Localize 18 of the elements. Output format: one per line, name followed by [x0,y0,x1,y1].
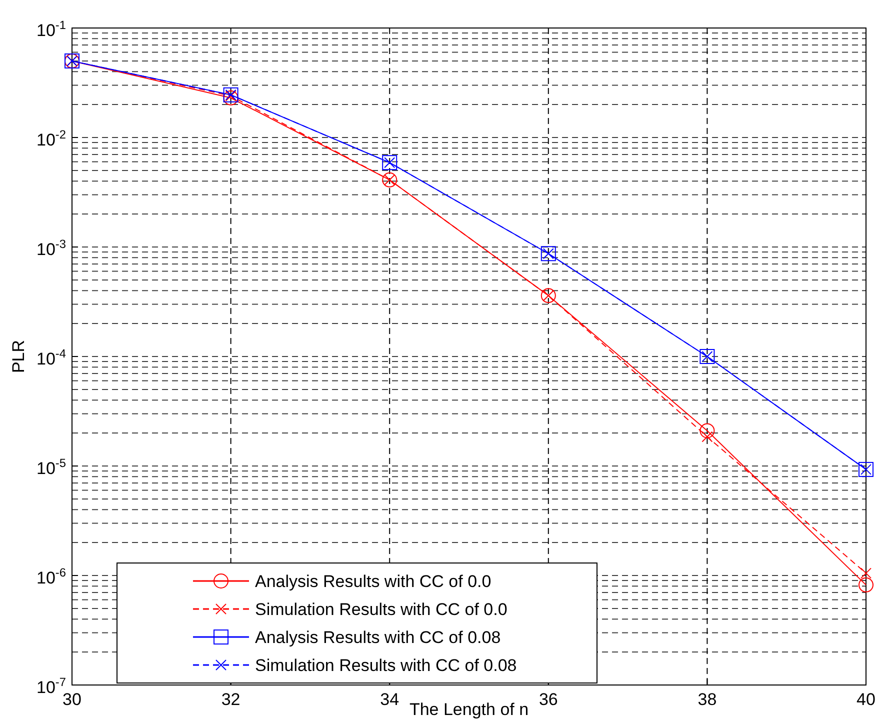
legend-label: Analysis Results with CC of 0.0 [255,572,492,591]
x-tick-label: 32 [221,690,240,709]
y-axis-title: PLR [9,340,28,374]
x-tick-label: 38 [698,690,717,709]
x-tick-label: 40 [856,690,876,709]
y-tick-label: 10$^{-3}$ [36,237,66,259]
y-tick-label: 10$^{-4}$ [36,346,66,368]
legend-label: Simulation Results with CC of 0.0 [255,600,508,619]
x-tick-label: 34 [380,690,400,709]
y-tick-label: 10$^{-1}$ [36,18,66,40]
x-axis-title: The Length of n [409,700,529,719]
y-tick-label: 10$^{-6}$ [36,566,66,588]
y-tick-label: 10$^{-2}$ [36,128,66,150]
y-tick-label: 10$^{-5}$ [36,456,66,478]
legend-label: Analysis Results with CC of 0.08 [255,628,501,647]
x-tick-label: 36 [538,690,558,709]
x-tick-label: 30 [62,690,82,709]
legend-label: Simulation Results with CC of 0.08 [255,656,517,675]
